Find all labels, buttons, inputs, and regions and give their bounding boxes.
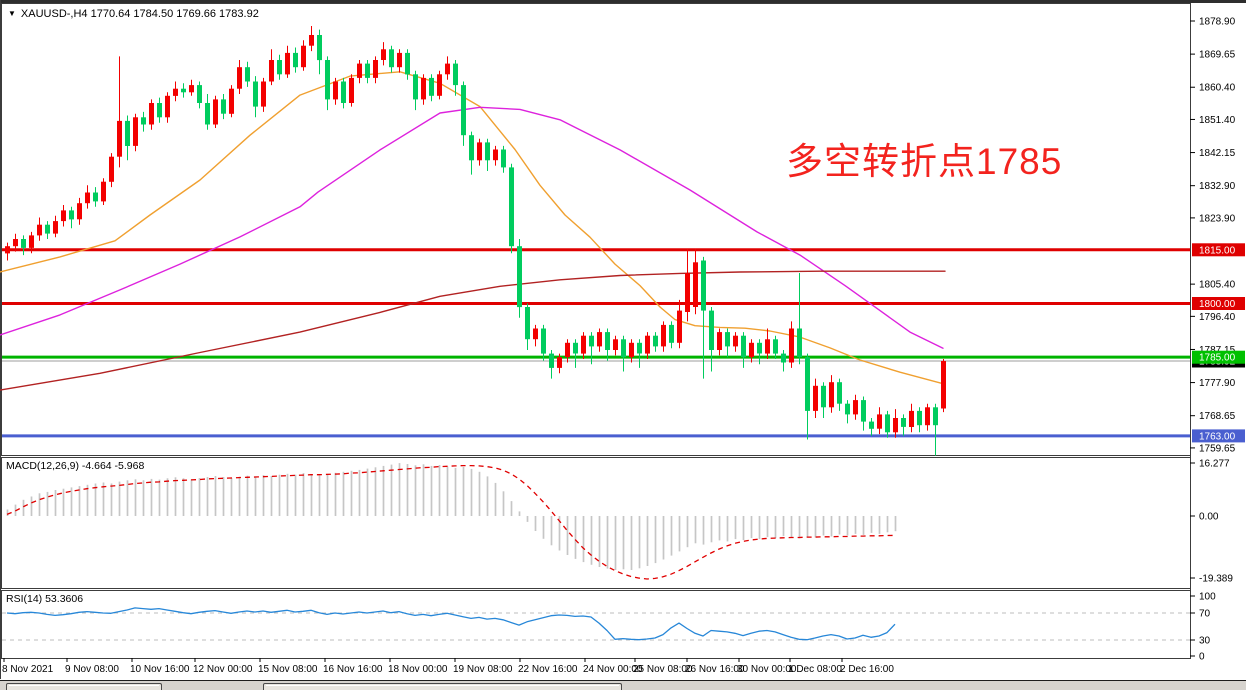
- svg-text:19 Nov 08:00: 19 Nov 08:00: [453, 664, 513, 675]
- svg-text:1860.40: 1860.40: [1199, 83, 1236, 94]
- svg-text:30 Nov 00:00: 30 Nov 00:00: [737, 664, 797, 675]
- chart-title: ▼ XAUUSD-,H4 1770.64 1784.50 1769.66 1783…: [8, 8, 259, 20]
- macd-plot: [6, 463, 897, 580]
- taskbar-window-edge-2[interactable]: [263, 683, 622, 690]
- svg-text:30: 30: [1199, 636, 1211, 647]
- svg-text:1785.00: 1785.00: [1199, 353, 1236, 364]
- svg-text:1 Dec 08:00: 1 Dec 08:00: [788, 664, 842, 675]
- time-axis[interactable]: 8 Nov 2021 9 Nov 08:00 10 Nov 16:00 12 Nov …: [2, 658, 894, 675]
- taskbar-window-edge-1[interactable]: [6, 683, 162, 690]
- svg-text:1796.40: 1796.40: [1199, 312, 1236, 323]
- svg-text:1777.90: 1777.90: [1199, 378, 1236, 389]
- svg-text:9 Nov 08:00: 9 Nov 08:00: [65, 664, 119, 675]
- svg-text:10 Nov 16:00: 10 Nov 16:00: [130, 664, 190, 675]
- support-resistance-lines[interactable]: [2, 248, 1190, 438]
- svg-text:1842.15: 1842.15: [1199, 148, 1236, 159]
- svg-text:1823.90: 1823.90: [1199, 213, 1236, 224]
- svg-text:1878.90: 1878.90: [1199, 17, 1236, 28]
- macd-indicator-label: MACD(12,26,9) -4.664 -5.968: [6, 460, 145, 472]
- svg-text:1763.00: 1763.00: [1199, 431, 1236, 442]
- rsi-indicator-label: RSI(14) 53.3606: [6, 593, 84, 605]
- svg-text:12 Nov 00:00: 12 Nov 00:00: [193, 664, 253, 675]
- moving-average-lines: [0, 71, 946, 391]
- svg-text:70: 70: [1199, 609, 1211, 620]
- svg-text:1787.15: 1787.15: [1199, 345, 1236, 356]
- svg-text:-19.389: -19.389: [1199, 574, 1233, 585]
- svg-text:24 Nov 00:00: 24 Nov 00:00: [583, 664, 643, 675]
- symbol-dropdown-icon[interactable]: ▼: [8, 9, 16, 18]
- rsi-plot: [2, 607, 1190, 641]
- svg-text:26 Nov 16:00: 26 Nov 16:00: [685, 664, 745, 675]
- svg-text:18 Nov 00:00: 18 Nov 00:00: [388, 664, 448, 675]
- svg-text:2 Dec 16:00: 2 Dec 16:00: [840, 664, 894, 675]
- window-left-border: [0, 0, 1, 679]
- svg-text:1800.00: 1800.00: [1199, 299, 1236, 310]
- svg-text:1869.65: 1869.65: [1199, 50, 1236, 61]
- svg-text:15 Nov 08:00: 15 Nov 08:00: [258, 664, 318, 675]
- svg-text:1832.90: 1832.90: [1199, 181, 1236, 192]
- chart-text-annotation[interactable]: 多空转折点1785: [786, 141, 1063, 182]
- svg-text:0: 0: [1199, 652, 1205, 663]
- svg-text:1815.00: 1815.00: [1199, 245, 1236, 256]
- svg-text:1759.65: 1759.65: [1199, 443, 1236, 454]
- svg-text:0.00: 0.00: [1199, 512, 1219, 523]
- svg-text:1805.40: 1805.40: [1199, 280, 1236, 291]
- svg-text:16 Nov 16:00: 16 Nov 16:00: [323, 664, 383, 675]
- svg-text:8 Nov 2021: 8 Nov 2021: [2, 664, 54, 675]
- svg-text:16.277: 16.277: [1199, 459, 1230, 470]
- svg-text:100: 100: [1199, 592, 1216, 603]
- svg-text:22 Nov 16:00: 22 Nov 16:00: [518, 664, 578, 675]
- taskbar-strip: [0, 680, 1246, 690]
- price-axis[interactable]: 1878.90 1869.65 1860.40 1851.40 1842.15 1832.…: [1190, 17, 1236, 663]
- chart-title-text: XAUUSD-,H4 1770.64 1784.50 1769.66 1783.…: [20, 8, 259, 20]
- svg-text:25 Nov 08:00: 25 Nov 08:00: [633, 664, 693, 675]
- pane-frames: [1, 3, 1191, 659]
- window-top-border: [0, 0, 1246, 3]
- svg-text:1768.65: 1768.65: [1199, 411, 1236, 422]
- candlesticks: [5, 26, 946, 456]
- svg-text:1851.40: 1851.40: [1199, 115, 1236, 126]
